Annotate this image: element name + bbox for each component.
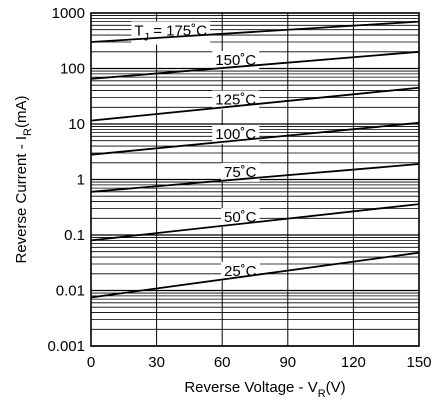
x-tick-label: 0	[87, 354, 95, 371]
y-tick-label: 10	[68, 116, 85, 133]
x-tick-label: 60	[214, 354, 231, 371]
curves	[90, 20, 420, 299]
y-tick-label: 1000	[52, 5, 85, 22]
x-tick-labels: 0 30 60 90 120 150	[87, 354, 432, 371]
series-line	[90, 203, 420, 242]
plot-frame	[90, 12, 420, 347]
x-tick-label: 30	[148, 354, 165, 371]
x-axis-title: Reverse Voltage - VR(V)	[184, 379, 345, 400]
y-axis-title: Reverse Current - IR(mA)	[13, 96, 34, 264]
grid	[90, 13, 420, 347]
curve-label: 75˚C	[224, 164, 257, 181]
series-line	[90, 20, 420, 43]
x-tick-label: 150	[406, 354, 431, 371]
y-tick-label: 0.1	[64, 227, 85, 244]
x-tick-label: 90	[279, 354, 296, 371]
curve-label-bg	[221, 162, 260, 182]
series-line	[90, 50, 420, 80]
series-line	[90, 163, 420, 193]
y-tick-label: 1	[77, 172, 85, 189]
y-tick-label: 100	[60, 61, 85, 78]
series-line	[90, 121, 420, 156]
x-tick-label: 120	[341, 354, 366, 371]
y-tick-labels: 0.001 0.01 0.1 1 10 100 1000	[47, 5, 85, 355]
y-tick-label: 0.01	[56, 283, 85, 300]
curve-label: 150˚C	[215, 52, 256, 69]
curve-label: 50˚C	[224, 209, 257, 226]
series-line	[90, 86, 420, 122]
y-tick-label: 0.001	[47, 338, 85, 355]
series-line	[90, 251, 420, 299]
